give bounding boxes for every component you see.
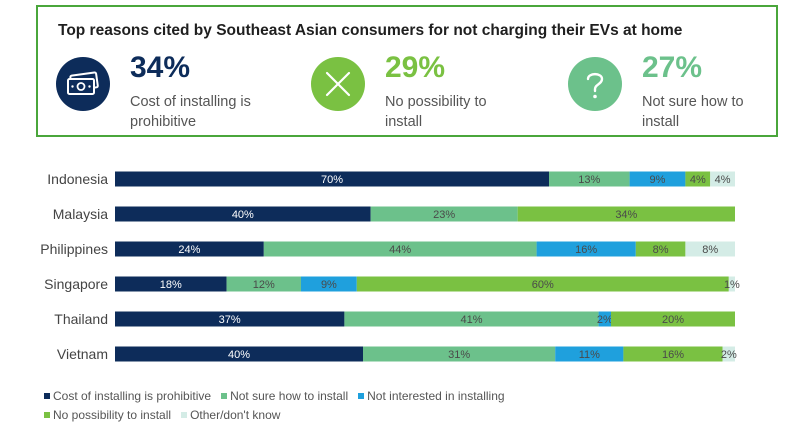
legend-swatch [44, 411, 50, 418]
data-label: 23% [433, 209, 455, 221]
data-label: 60% [532, 279, 554, 291]
category-label: Singapore [44, 276, 108, 292]
bar-segment [517, 206, 735, 222]
bar-segment [728, 276, 735, 292]
legend-label: Not interested in installing [367, 388, 505, 403]
bar-segment [549, 171, 630, 187]
stat-desc: Cost of installing is prohibitive [130, 94, 251, 130]
data-label: 8% [653, 244, 669, 256]
data-label: 44% [389, 244, 411, 256]
stat-desc: No possibility to install [385, 94, 487, 130]
data-label: 4% [715, 174, 731, 186]
bar-segment [115, 276, 227, 292]
stat-value: 29% [385, 51, 446, 84]
data-label: 24% [178, 244, 200, 256]
data-label: 11% [579, 349, 600, 361]
stat-value: 27% [642, 51, 703, 84]
data-label: 12% [253, 279, 275, 291]
data-label: 16% [575, 244, 597, 256]
data-label: 20% [662, 314, 684, 326]
data-label: 4% [690, 174, 706, 186]
bar-segment [301, 276, 357, 292]
legend-label: No possibility to install [53, 407, 172, 422]
data-label: 2% [597, 314, 613, 326]
bar-segment [710, 171, 735, 187]
legend-item: Not interested in installing [358, 386, 505, 405]
cross-icon [311, 57, 365, 111]
legend-item: Other/don't know [181, 405, 280, 424]
bar-segment [635, 241, 686, 257]
bar-segment [598, 311, 611, 327]
bar-segment [722, 346, 735, 362]
category-label: Thailand [54, 311, 108, 327]
category-label: Vietnam [57, 346, 108, 362]
bar-segment [344, 311, 599, 327]
bar-segment [115, 346, 363, 362]
legend-item: No possibility to install [44, 405, 171, 424]
legend-swatch [44, 392, 50, 399]
bar-segment [685, 171, 711, 187]
summary-box: Top reasons cited by Southeast Asian con… [36, 5, 778, 137]
legend-item: Cost of installing is prohibitive [44, 386, 211, 405]
bar-segment [226, 276, 301, 292]
category-label: Malaysia [53, 206, 108, 222]
bar-segment [115, 311, 345, 327]
bar-segment [611, 311, 735, 327]
stat-desc: Not sure how to install [642, 94, 744, 130]
question-icon [568, 57, 622, 111]
chart-legend: Cost of installing is prohibitive Not sur… [44, 386, 564, 424]
bar-segment [115, 171, 549, 187]
legend-swatch [221, 392, 228, 399]
bar-segment [370, 206, 518, 222]
data-label: 9% [321, 279, 337, 291]
category-label: Indonesia [47, 171, 108, 187]
legend-label: Cost of installing is prohibitive [53, 388, 212, 403]
data-label: 13% [578, 174, 600, 186]
data-label: 40% [228, 349, 250, 361]
data-label: 16% [662, 349, 684, 361]
bar-segment [115, 206, 371, 222]
data-label: 18% [160, 279, 182, 291]
data-label: 8% [702, 244, 718, 256]
data-label: 9% [650, 174, 666, 186]
data-label: 41% [460, 314, 482, 326]
summary-title: Top reasons cited by Southeast Asian con… [58, 22, 683, 39]
stacked-bar-chart: Indonesia 70% 13% 9% 4% 4% Malaysia 40% 23% 34% Ph… [40, 171, 740, 362]
data-label: 40% [232, 209, 254, 221]
bar-segment [363, 346, 556, 362]
bar-segment [263, 241, 537, 257]
bar-segment [356, 276, 729, 292]
data-label: 70% [321, 174, 343, 186]
bar-segment [536, 241, 636, 257]
legend-item: Not sure how to install [221, 386, 348, 405]
bar-segment [685, 241, 735, 257]
legend-label: Not sure how to install [230, 388, 349, 403]
category-label: Philippines [40, 241, 108, 257]
legend-swatch [358, 392, 365, 399]
bar-segment [629, 171, 686, 187]
bar-segment [623, 346, 723, 362]
data-label: 1% [724, 279, 740, 291]
legend-swatch [181, 411, 188, 418]
bar-segment [555, 346, 624, 362]
bar-segment [115, 241, 264, 257]
money-icon [56, 57, 110, 111]
data-label: 31% [448, 349, 470, 361]
data-label: 2% [721, 349, 737, 361]
data-label: 37% [219, 314, 241, 326]
data-label: 34% [615, 209, 637, 221]
stat-value: 34% [130, 51, 191, 84]
legend-label: Other/don't know [190, 407, 281, 422]
